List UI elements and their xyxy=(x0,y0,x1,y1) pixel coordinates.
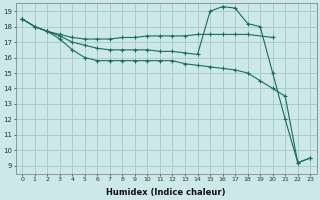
X-axis label: Humidex (Indice chaleur): Humidex (Indice chaleur) xyxy=(107,188,226,197)
